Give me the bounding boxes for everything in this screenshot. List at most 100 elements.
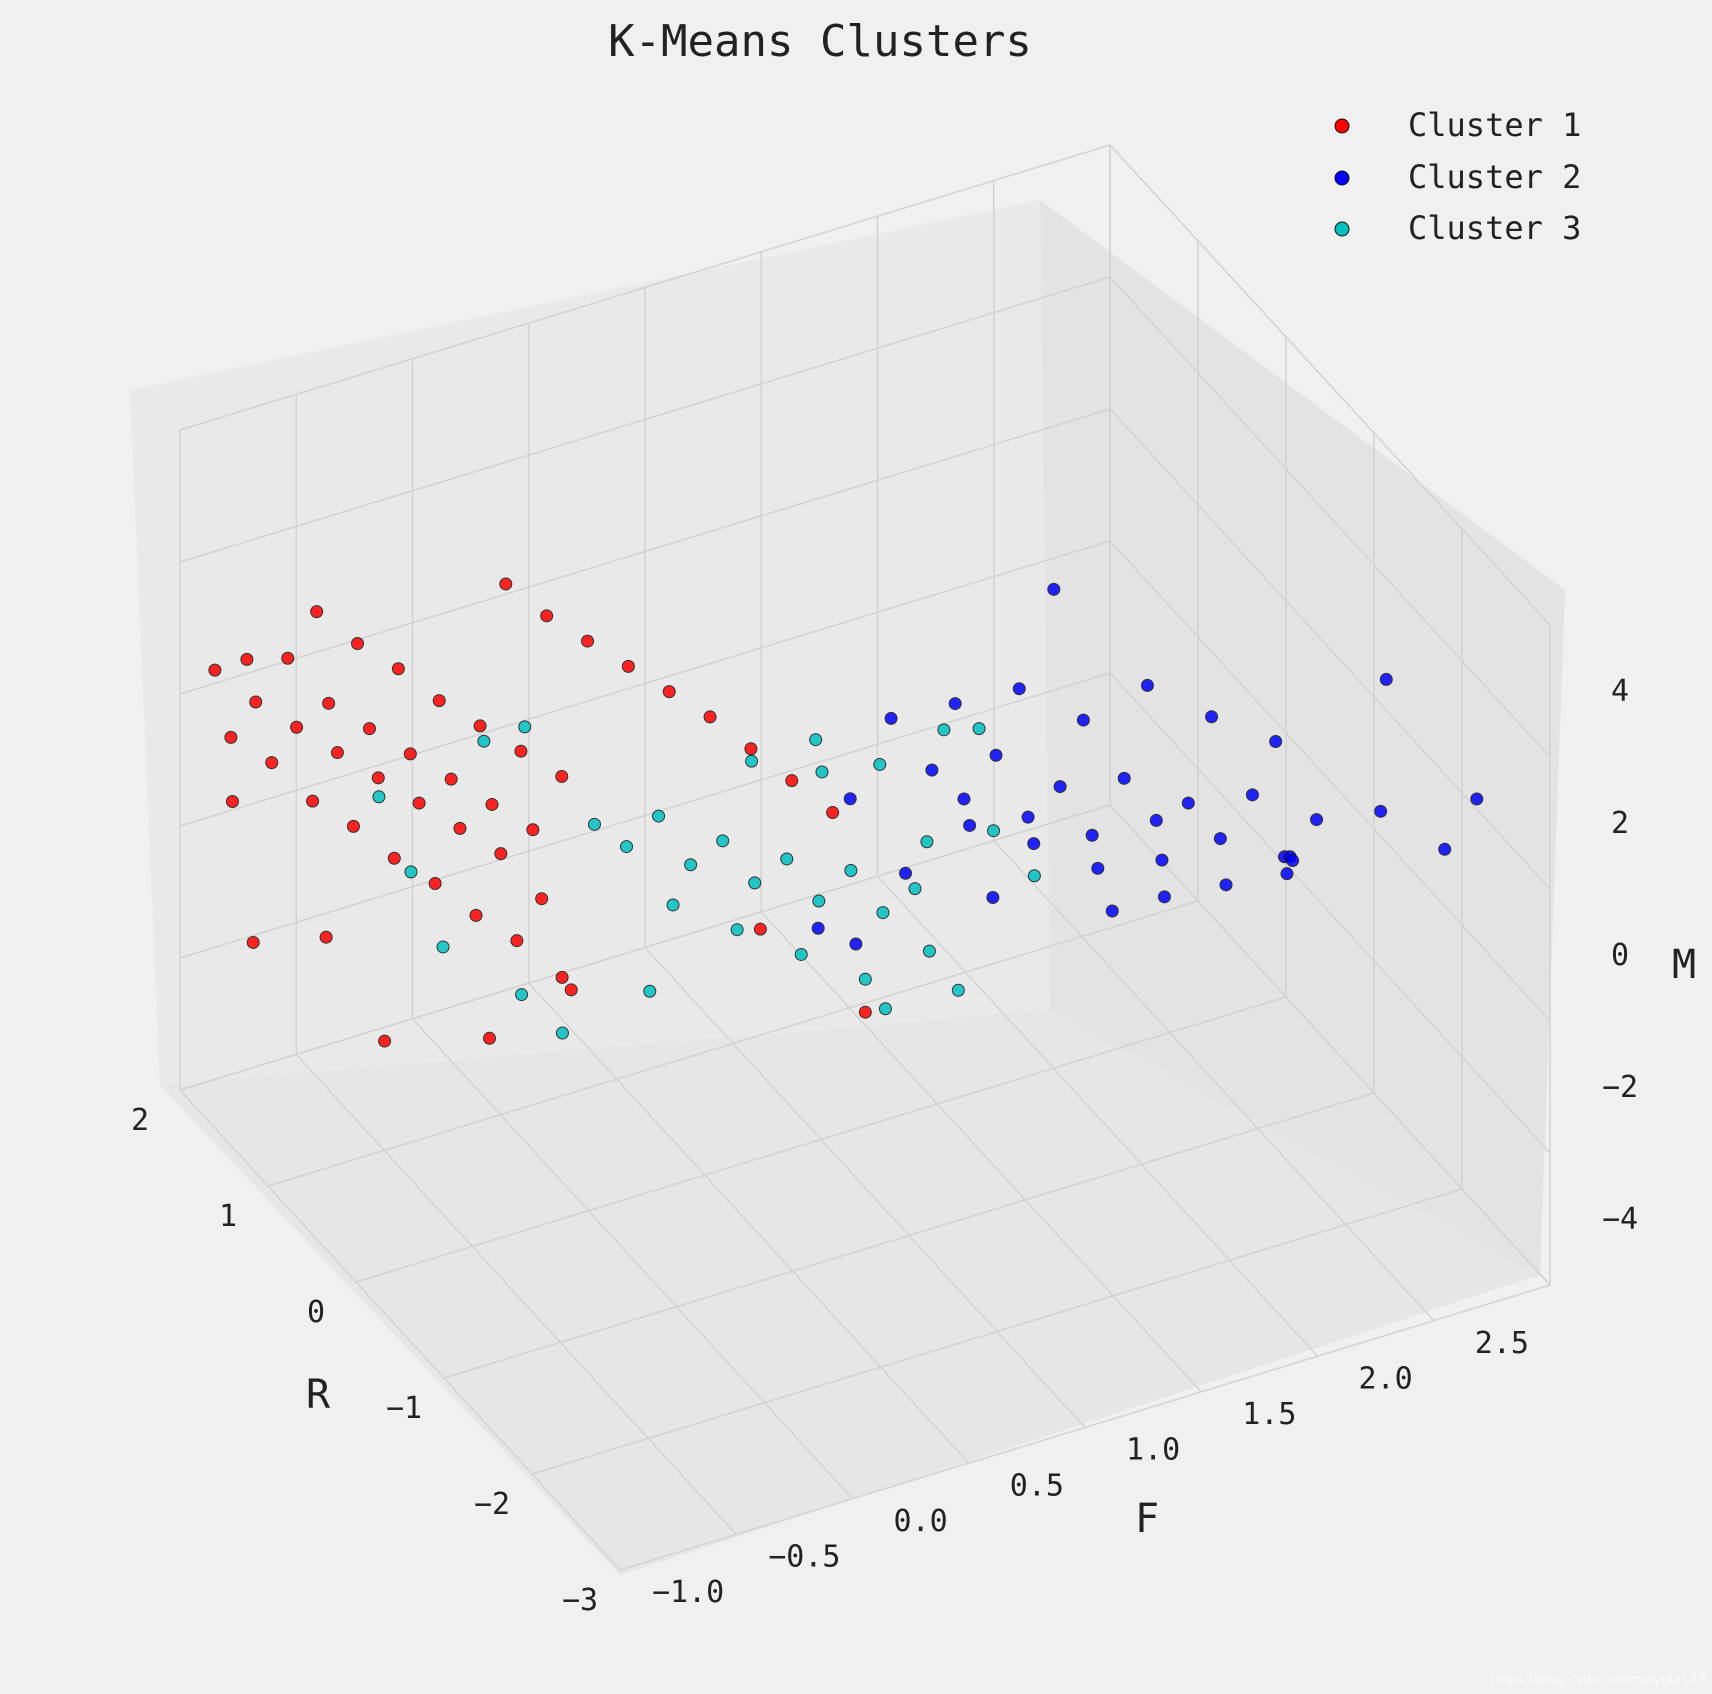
point-cluster-1-45 xyxy=(564,983,578,997)
point-cluster-2-35 xyxy=(1379,672,1393,686)
point-cluster-1-33 xyxy=(499,577,513,591)
grid-line xyxy=(295,1053,737,1535)
point-cluster-1-5 xyxy=(322,696,336,710)
point-cluster-2-2 xyxy=(989,748,1003,762)
point-cluster-1-6 xyxy=(330,746,344,760)
grid-line xyxy=(760,911,1202,1393)
y-tick-label: 0.5 xyxy=(1010,1468,1064,1503)
point-cluster-3-0 xyxy=(587,817,601,831)
point-cluster-1-42 xyxy=(225,795,239,809)
point-cluster-3-3 xyxy=(684,858,698,872)
point-cluster-1-39 xyxy=(744,742,758,756)
point-cluster-2-3 xyxy=(1021,810,1035,824)
grid-line xyxy=(1109,672,1551,1154)
point-cluster-1-23 xyxy=(510,934,524,948)
z-tick-label: −2 xyxy=(1602,1070,1638,1105)
right-back-pane xyxy=(1040,200,1565,1275)
point-cluster-3-12 xyxy=(730,923,744,937)
floor-pane xyxy=(160,1010,1540,1575)
point-cluster-1-41 xyxy=(826,806,840,820)
point-cluster-2-25 xyxy=(1269,735,1283,749)
point-cluster-1-15 xyxy=(526,823,540,837)
point-cluster-3-18 xyxy=(873,757,887,771)
y-axis-label: F xyxy=(1135,1496,1159,1542)
y-tick-label: 2.5 xyxy=(1475,1326,1529,1361)
point-cluster-1-11 xyxy=(444,772,458,786)
point-cluster-1-14 xyxy=(494,847,508,861)
point-cluster-1-36 xyxy=(621,659,635,673)
axes-panes xyxy=(130,200,1565,1575)
point-cluster-3-17 xyxy=(809,733,823,747)
grid-line xyxy=(179,144,1111,431)
point-cluster-1-25 xyxy=(555,970,569,984)
grid-line xyxy=(528,982,970,1464)
point-cluster-2-39 xyxy=(849,937,863,951)
x-tick-label: −2 xyxy=(474,1487,510,1522)
point-cluster-3-14 xyxy=(858,972,872,986)
x-tick-label: 1 xyxy=(219,1199,237,1234)
grid-line xyxy=(179,672,1111,959)
point-cluster-1-10 xyxy=(412,796,426,810)
legend: Cluster 1 Cluster 2 Cluster 3 xyxy=(1334,106,1581,247)
point-cluster-2-37 xyxy=(1286,854,1300,868)
legend-marker-cluster-2 xyxy=(1334,170,1350,186)
point-cluster-1-16 xyxy=(224,730,238,744)
legend-label-cluster-3: Cluster 3 xyxy=(1408,209,1581,247)
y-tick-label: 0.0 xyxy=(894,1504,948,1539)
point-cluster-2-23 xyxy=(1140,678,1154,692)
point-cluster-2-10 xyxy=(1245,788,1259,802)
point-cluster-1-24 xyxy=(535,892,549,906)
grid-line xyxy=(179,408,1111,695)
point-cluster-1-47 xyxy=(858,1005,872,1019)
point-cluster-2-1 xyxy=(957,792,971,806)
y-tick-label: −1.0 xyxy=(652,1575,724,1610)
point-cluster-2-27 xyxy=(1438,842,1452,856)
point-cluster-3-19 xyxy=(937,723,951,737)
grid-line xyxy=(355,996,1287,1283)
x-tick-label: −1 xyxy=(386,1391,422,1426)
y-tick-label: 1.0 xyxy=(1126,1433,1180,1468)
y-tick-label: 2.0 xyxy=(1359,1361,1413,1396)
point-cluster-1-30 xyxy=(473,719,487,733)
point-cluster-3-26 xyxy=(518,720,532,734)
z-tick-label: 2 xyxy=(1611,806,1629,841)
point-cluster-1-1 xyxy=(240,652,254,666)
point-cluster-3-30 xyxy=(404,865,418,879)
point-cluster-3-32 xyxy=(372,790,386,804)
grid-line xyxy=(619,1284,1551,1571)
point-cluster-2-38 xyxy=(1157,890,1171,904)
point-cluster-2-22 xyxy=(1076,713,1090,727)
point-cluster-2-30 xyxy=(986,891,1000,905)
point-cluster-1-34 xyxy=(540,609,554,623)
point-cluster-3-28 xyxy=(951,983,965,997)
legend-marker-cluster-1 xyxy=(1334,118,1350,134)
point-cluster-2-33 xyxy=(843,792,857,806)
point-cluster-2-5 xyxy=(1085,828,1099,842)
point-cluster-1-38 xyxy=(703,710,717,724)
point-cluster-3-16 xyxy=(745,754,759,768)
point-cluster-1-4 xyxy=(290,720,304,734)
point-cluster-2-24 xyxy=(1205,710,1219,724)
point-cluster-2-12 xyxy=(1310,813,1324,827)
point-cluster-1-29 xyxy=(432,694,446,708)
point-cluster-1-46 xyxy=(753,922,767,936)
point-cluster-3-6 xyxy=(780,852,794,866)
legend-marker-cluster-3 xyxy=(1334,221,1350,237)
x-tick-label: 2 xyxy=(131,1103,149,1138)
point-cluster-2-0 xyxy=(925,763,939,777)
grid-line xyxy=(443,1092,1375,1379)
point-cluster-2-17 xyxy=(1219,878,1233,892)
point-cluster-2-20 xyxy=(948,697,962,711)
point-cluster-1-35 xyxy=(581,634,595,648)
point-cluster-2-26 xyxy=(1374,804,1388,818)
point-cluster-1-8 xyxy=(371,771,385,785)
point-cluster-3-4 xyxy=(716,834,730,848)
z-tick-label: 4 xyxy=(1611,674,1629,709)
point-cluster-3-29 xyxy=(878,1002,892,1016)
grid-line xyxy=(993,840,1435,1322)
point-cluster-1-22 xyxy=(469,908,483,922)
scatter-points xyxy=(208,577,1484,1048)
point-cluster-3-15 xyxy=(922,944,936,958)
point-cluster-1-28 xyxy=(391,662,405,676)
